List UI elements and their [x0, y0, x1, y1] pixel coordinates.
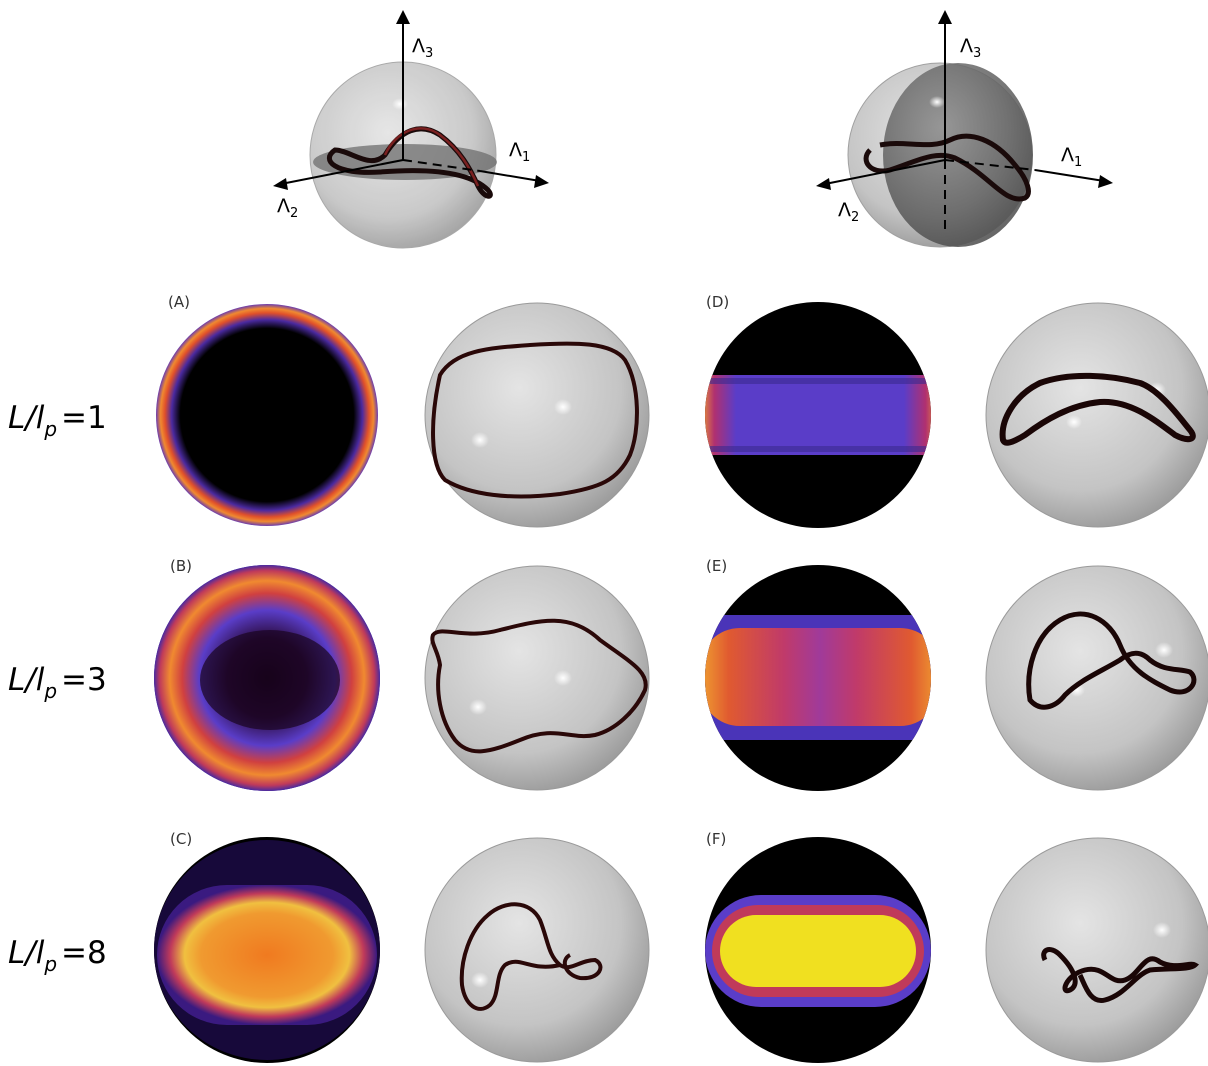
vertical-plane	[883, 63, 1033, 247]
axis2-line	[280, 159, 404, 185]
axis3-arrow	[396, 10, 410, 24]
polymer-curve	[459, 902, 603, 1011]
panel-label-e: (E)	[706, 557, 727, 575]
heatmap-f	[705, 837, 931, 1063]
polymer-curve	[999, 372, 1196, 446]
heatmap-c	[154, 837, 380, 1063]
axis1-arrow	[1098, 175, 1113, 188]
lambda3-label: Λ3	[412, 35, 433, 61]
lambda2-label: Λ2	[277, 195, 298, 221]
polymer-curve	[1041, 947, 1200, 1003]
panel-label-c: (C)	[170, 830, 192, 848]
row-label-2: L/lp =3	[8, 662, 107, 703]
top-right-sphere-diagram: Λ3 Λ1 Λ2	[816, 10, 1113, 248]
top-left-sphere-diagram: Λ3 Λ1 Λ2	[273, 10, 549, 249]
polymer-sphere-b	[424, 565, 650, 791]
heatmap-e	[705, 565, 931, 791]
polymer-sphere-a	[424, 302, 650, 528]
lambda2-label: Λ2	[838, 199, 859, 225]
polymer-curve	[430, 618, 648, 754]
row-label-1: L/lp =1	[8, 400, 107, 441]
lambda1-label: Λ1	[1061, 144, 1082, 170]
panel-label-a: (A)	[168, 293, 190, 311]
axis2-line	[824, 159, 946, 185]
panel-label-b: (B)	[170, 557, 192, 575]
polymer-sphere-d	[985, 302, 1208, 528]
polymer-curve	[431, 341, 639, 499]
lambda1-label: Λ1	[509, 139, 530, 165]
panel-label-d: (D)	[706, 293, 729, 311]
heatmap-b	[154, 565, 380, 791]
heatmap-a	[156, 304, 378, 526]
axis2-arrow	[816, 178, 831, 190]
specular-highlight	[392, 98, 408, 110]
axis2-arrow	[273, 178, 288, 190]
heatmap-d	[705, 302, 931, 528]
lambda3-label: Λ3	[960, 35, 981, 61]
axis1-arrow	[534, 175, 549, 188]
polymer-sphere-f	[985, 837, 1208, 1063]
polymer-curve	[1026, 611, 1197, 710]
row-label-3: L/lp =8	[8, 935, 107, 976]
polymer-sphere-e	[985, 565, 1208, 791]
panel-label-f: (F)	[706, 830, 726, 848]
axis3-arrow	[938, 10, 952, 24]
specular-highlight	[929, 96, 945, 108]
polymer-sphere-c	[424, 837, 650, 1063]
